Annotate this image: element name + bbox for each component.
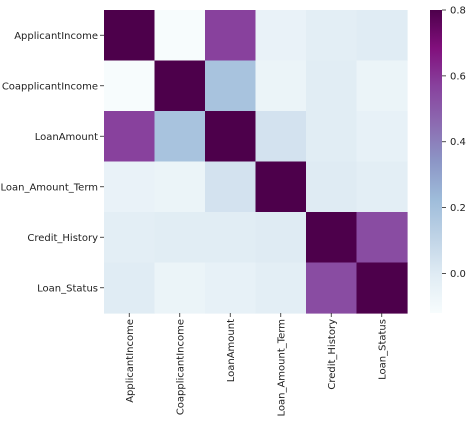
colorbar-tick-label: 0.8 [450, 6, 466, 17]
colorbar-gradient [430, 10, 442, 313]
row-label: Loan_Amount_Term [0, 182, 98, 193]
column-label: ApplicantIncome [125, 319, 136, 403]
row-label: ApplicantIncome [14, 31, 98, 42]
heatmap-cell [255, 262, 307, 314]
heatmap-cell [104, 60, 156, 112]
row-label: LoanAmount [35, 132, 98, 143]
heatmap-cell [205, 161, 257, 213]
column-label: Loan_Amount_Term [276, 319, 287, 417]
heatmap-cell [255, 60, 307, 112]
colorbar-tick-label: 0.6 [450, 71, 466, 82]
heatmap-cell [356, 161, 408, 213]
heatmap-cell [104, 262, 156, 314]
heatmap-cells [104, 10, 408, 314]
colorbar-tick-label: 0.2 [450, 203, 466, 214]
heatmap-cell [255, 212, 307, 264]
heatmap-cell [154, 262, 206, 314]
heatmap-cell [154, 111, 206, 163]
colorbar-tick-label: 0.4 [450, 137, 466, 148]
heatmap-cell [306, 161, 358, 213]
column-label: LoanAmount [226, 319, 237, 382]
column-label: Loan_Status [377, 319, 388, 380]
heatmap-cell [154, 10, 206, 62]
heatmap-cell [205, 111, 257, 163]
heatmap-cell [205, 10, 257, 62]
heatmap-cell [356, 60, 408, 112]
heatmap-cell [104, 111, 156, 163]
colorbar: 0.0 0.2 0.4 0.6 0.8 [430, 6, 466, 313]
row-label: Credit_History [27, 233, 98, 244]
heatmap-cell [306, 111, 358, 163]
heatmap-cell [356, 212, 408, 264]
heatmap-cell [306, 262, 358, 314]
heatmap-cell [104, 212, 156, 264]
heatmap-cell [205, 60, 257, 112]
heatmap-cell [154, 161, 206, 213]
row-label: CoapplicantIncome [2, 81, 98, 92]
column-labels: ApplicantIncome CoapplicantIncome LoanAmou… [125, 313, 388, 417]
heatmap-cell [104, 10, 156, 62]
column-label: CoapplicantIncome [175, 319, 186, 415]
heatmap-cell [306, 212, 358, 264]
heatmap-cell [154, 212, 206, 264]
colorbar-tick-label: 0.0 [450, 269, 466, 280]
heatmap-cell [154, 60, 206, 112]
heatmap-cell [255, 111, 307, 163]
heatmap-cell [306, 60, 358, 112]
heatmap-cell [356, 10, 408, 62]
heatmap-cell [306, 10, 358, 62]
heatmap-cell [356, 111, 408, 163]
heatmap-cell [255, 161, 307, 213]
heatmap-cell [356, 262, 408, 314]
column-label: Credit_History [327, 319, 338, 390]
row-labels: ApplicantIncome CoapplicantIncome LoanAmou… [0, 31, 104, 294]
heatmap-cell [255, 10, 307, 62]
heatmap-cell [205, 262, 257, 314]
row-label: Loan_Status [37, 283, 98, 294]
heatmap-cell [205, 212, 257, 264]
heatmap-cell [104, 161, 156, 213]
